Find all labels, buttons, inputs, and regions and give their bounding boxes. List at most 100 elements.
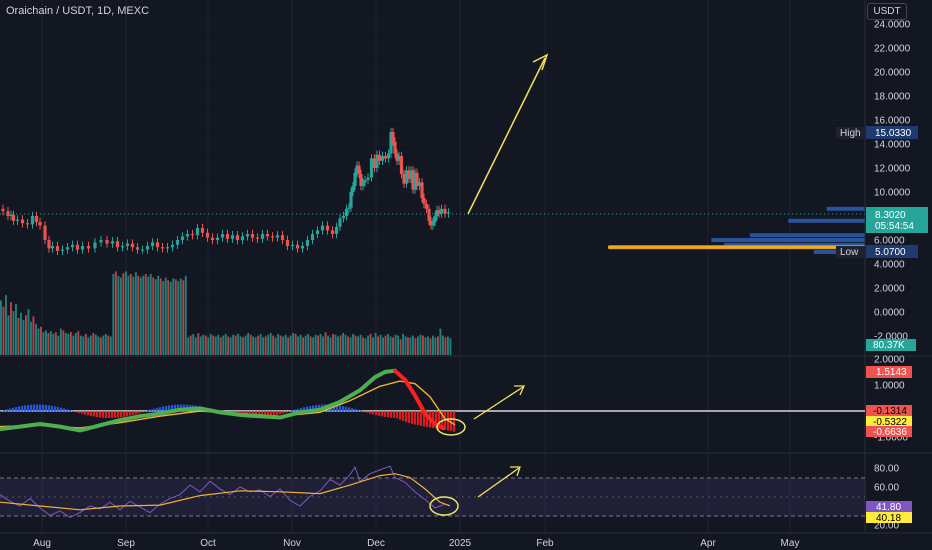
- volume-bar: [434, 337, 437, 355]
- candle-body: [437, 210, 441, 214]
- macd-histogram-bar: [411, 411, 414, 424]
- volume-bar: [264, 336, 267, 355]
- volume-bars: [0, 271, 452, 355]
- volume-bar: [377, 336, 379, 355]
- volume-bar: [314, 334, 317, 355]
- volume-bar: [177, 281, 180, 355]
- macd-histogram-bar: [348, 407, 351, 412]
- macd-histogram-bar: [141, 411, 144, 413]
- x-tick-label: Oct: [200, 538, 216, 549]
- volume-bar: [292, 333, 295, 355]
- volume-bar: [337, 336, 339, 355]
- candle-body: [389, 132, 393, 154]
- volume-bar: [357, 336, 359, 355]
- volume-bar: [147, 276, 150, 355]
- macd-histogram-bar: [87, 411, 90, 416]
- volume-bar: [30, 321, 32, 355]
- volume-bar: [237, 333, 240, 355]
- macd-histogram-bar: [345, 406, 348, 412]
- candle-body: [140, 249, 145, 251]
- y-tick-label: 22.0000: [874, 44, 911, 55]
- macd-histogram-bar: [39, 404, 42, 412]
- macd-badge-b: [866, 405, 912, 417]
- macd-histogram-bar: [285, 411, 288, 413]
- volume-bar: [179, 278, 182, 355]
- candle-body: [50, 246, 55, 249]
- macd-value-c: -0.5322: [873, 417, 907, 428]
- volume-bar: [197, 333, 200, 355]
- volume-badge: [866, 339, 916, 351]
- macd-histogram-bar: [3, 410, 6, 412]
- volume-bar: [247, 333, 250, 355]
- volume-bar: [277, 333, 280, 355]
- volume-bar: [27, 309, 30, 355]
- volume-bar: [97, 336, 100, 355]
- candle-body: [65, 247, 70, 250]
- rsi-value: 41.80: [876, 502, 901, 513]
- rsi-tick-label: 60.00: [874, 483, 899, 494]
- x-tick-label: Dec: [367, 538, 385, 549]
- candle-body: [393, 141, 397, 154]
- currency-selector[interactable]: USDT: [867, 3, 907, 20]
- macd-histogram-bar: [144, 411, 147, 412]
- y-tick-label: 16.0000: [874, 116, 911, 127]
- volume-bar: [302, 337, 305, 355]
- macd-histogram-bar: [24, 405, 27, 412]
- volume-bar: [222, 335, 225, 355]
- projection-arrow-rsi: [477, 467, 520, 498]
- macd-histogram-bar: [75, 411, 78, 413]
- volume-bar: [202, 334, 205, 355]
- candle-body: [407, 170, 411, 179]
- volume-bar: [227, 336, 230, 355]
- y-tick-label: 14.0000: [874, 140, 911, 151]
- volume-bar: [349, 337, 352, 355]
- macd-histogram-bar: [66, 409, 69, 412]
- volume-profile-bar: [724, 242, 865, 247]
- macd-line: [0, 368, 397, 433]
- volume-bar: [47, 333, 50, 355]
- volume-bar: [172, 278, 175, 355]
- macd-highlight-circle: [436, 418, 466, 436]
- macd-histogram-bar: [129, 411, 132, 416]
- volume-bar: [257, 335, 260, 355]
- macd-badge-a: [866, 366, 912, 378]
- macd-histogram-bar: [84, 411, 87, 415]
- macd-histogram-bar: [54, 406, 57, 412]
- y-tick-label: 2.0000: [874, 284, 905, 295]
- candle-body: [195, 228, 200, 236]
- macd-histogram-bar: [405, 411, 408, 422]
- volume-bar: [17, 318, 20, 355]
- high-value: 15.0330: [875, 128, 912, 139]
- candle-body: [145, 246, 150, 250]
- volume-bar: [199, 336, 202, 355]
- macd-histogram-bar: [381, 411, 384, 417]
- macd-histogram-bar: [90, 411, 93, 417]
- volume-bar: [282, 336, 285, 355]
- volume-bar: [407, 337, 409, 355]
- candle-body: [250, 234, 255, 238]
- macd-histogram-bar: [387, 411, 390, 418]
- volume-profile-poc: [608, 245, 865, 249]
- volume-bar: [74, 333, 77, 355]
- macd-histogram-bar: [426, 411, 429, 428]
- candle-body: [334, 226, 339, 234]
- candle-body: [115, 241, 120, 248]
- candle-body: [424, 204, 429, 209]
- macd-histogram-bar: [102, 411, 105, 418]
- candle-body: [99, 240, 103, 243]
- y-tick-label: 18.0000: [874, 92, 911, 103]
- volume-bar: [207, 337, 210, 355]
- volume-bar: [49, 331, 52, 355]
- y-tick-label: 20.0000: [874, 68, 911, 79]
- volume-bar: [142, 275, 145, 355]
- volume-bar: [297, 336, 300, 355]
- high-label: High: [840, 128, 861, 139]
- candle-body: [349, 192, 353, 208]
- volume-bar: [382, 337, 384, 355]
- macd-histogram-bar: [390, 411, 393, 418]
- candle-body: [80, 246, 85, 250]
- countdown-timer: 05:54:54: [875, 221, 914, 232]
- volume-bar: [89, 335, 92, 355]
- candle-body: [165, 247, 170, 249]
